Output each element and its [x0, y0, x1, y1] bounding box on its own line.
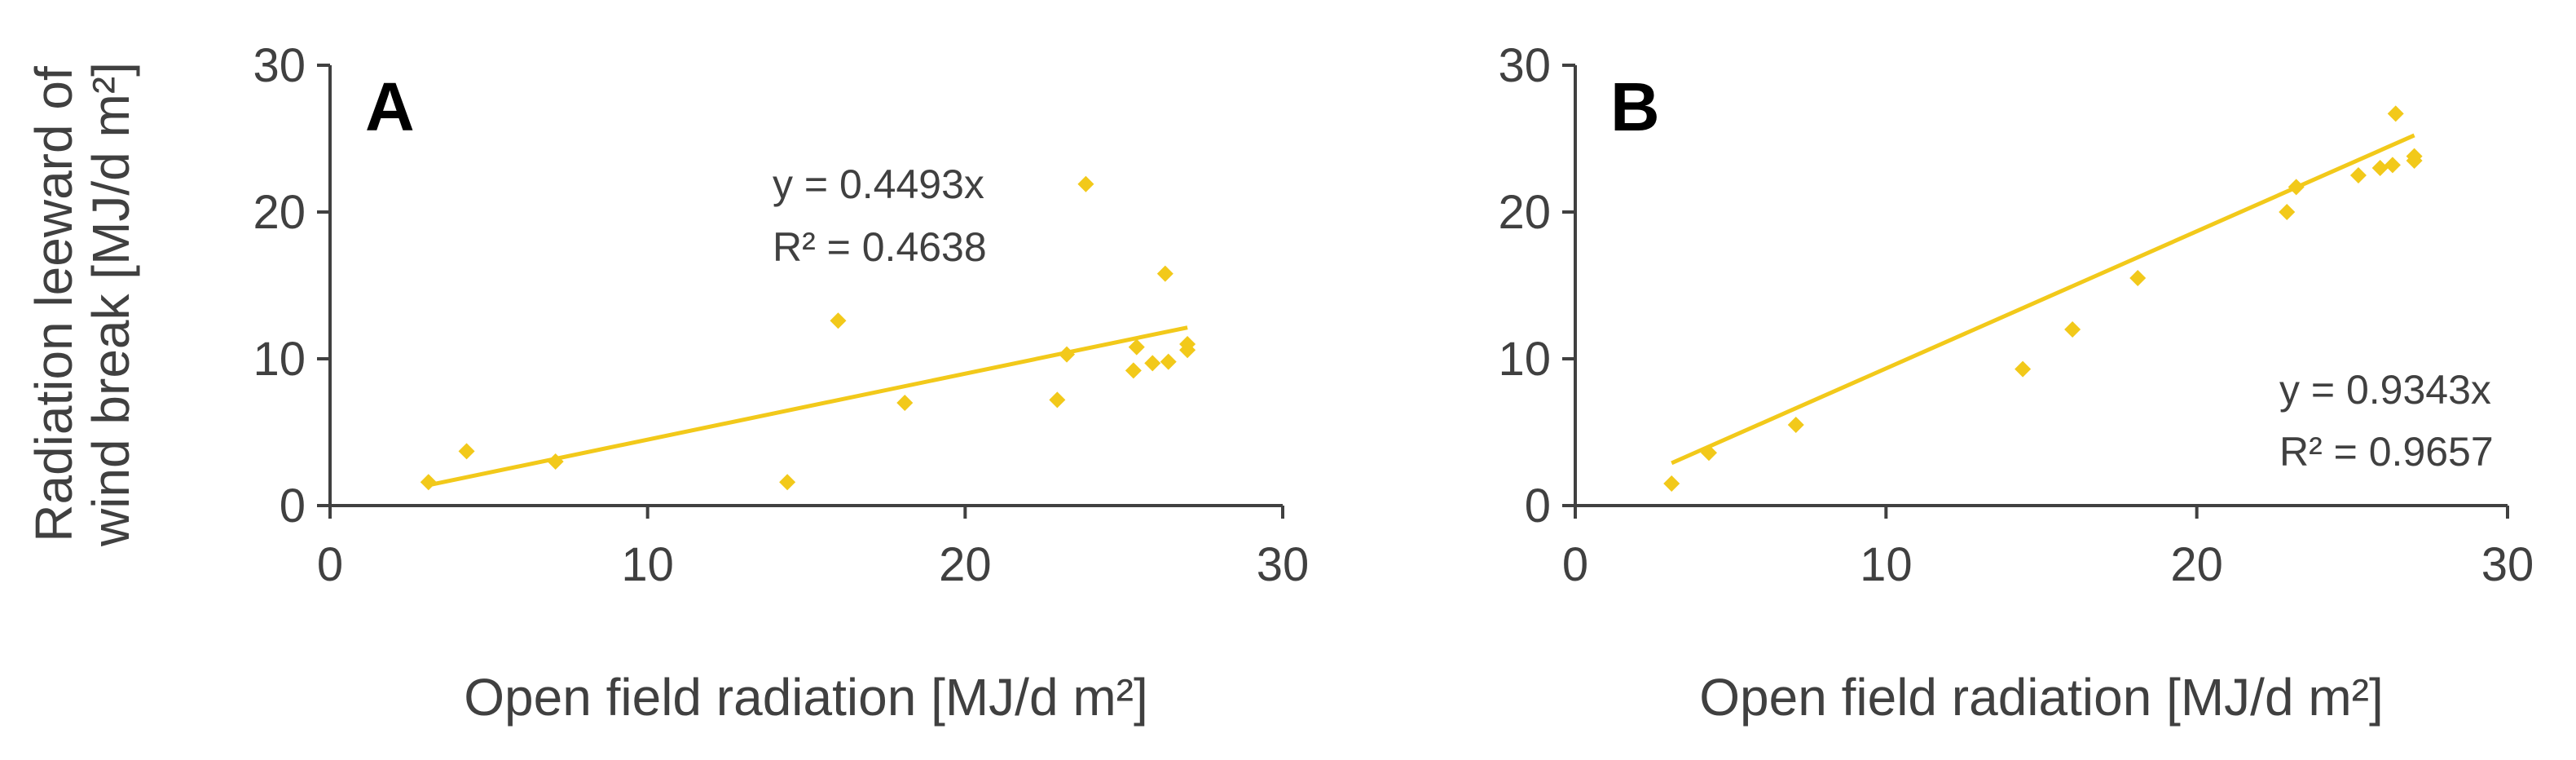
panel-a-x-tick-label: 10: [621, 538, 674, 591]
panel-a-data-point: [1049, 391, 1066, 409]
panel-a-data-point: [896, 395, 914, 411]
panel-a-y-tick-label: 30: [253, 39, 306, 92]
panel-a-data-point: [1160, 353, 1177, 370]
panel-b-data-point: [2015, 360, 2032, 378]
panel-a-data-point: [1179, 336, 1196, 352]
panel-a-x-tick-label: 20: [939, 538, 992, 591]
panel-b-data-point: [2064, 321, 2081, 338]
panel-a-x-tick-label: 30: [1257, 538, 1310, 591]
panel-b-trendline: [1671, 133, 2415, 466]
panel-a-r-squared: R² = 0.4638: [773, 224, 987, 270]
panel-b-data-point: [2406, 148, 2423, 165]
panel-b-data-point: [2371, 160, 2389, 176]
panel-a-y-tick-label: 10: [253, 333, 306, 386]
panel-a-data-point: [1125, 362, 1142, 379]
panel-b-data-point: [1663, 475, 1680, 492]
panel-a-y-tick-label: 20: [253, 186, 306, 239]
panel-b-y-tick-label: 0: [1525, 479, 1551, 532]
panel-b-data-point: [2129, 270, 2147, 286]
ylabel-line-1: Radiation leeward of: [24, 66, 83, 542]
panel-b-data-point: [1787, 417, 1804, 433]
panel-a-x-axis-label: Open field radiation [MJ/d m²]: [464, 668, 1147, 727]
panel-a-data-point: [458, 443, 475, 460]
panel-b-y-tick-label: 10: [1498, 333, 1551, 386]
panel-a-x-tick-label: 0: [317, 538, 343, 591]
panel-b-data-point: [2279, 204, 2296, 220]
panel-a-data-point: [547, 453, 564, 470]
panel-b-x-axis-label: Open field radiation [MJ/d m²]: [1699, 668, 2383, 727]
panel-b-data-point: [2288, 179, 2305, 196]
panel-a-equation: y = 0.4493x: [773, 161, 984, 207]
panel-b: B y = 0.9343x R² = 0.9657 Open field rad…: [1498, 39, 2534, 727]
panel-a-y-tick-label: 0: [280, 479, 306, 532]
panel-b-letter: B: [1610, 68, 1660, 145]
panel-a-letter: A: [365, 68, 415, 145]
panel-b-x-tick-label: 20: [2170, 538, 2223, 591]
panel-a-data-point: [1144, 355, 1161, 372]
panel-b-data-point: [1700, 444, 1717, 462]
shared-ylabel: Radiation leeward of wind break [MJ/d m²…: [24, 62, 140, 547]
panel-b-r-squared: R² = 0.9657: [2279, 429, 2494, 475]
panel-b-data-point: [2349, 167, 2367, 183]
panel-b-y-tick-label: 30: [1498, 39, 1551, 92]
panel-b-equation: y = 0.9343x: [2279, 367, 2491, 413]
panel-a-data-point: [1156, 265, 1174, 282]
panel-a-data-point: [420, 474, 437, 491]
panel-b-y-tick-label: 20: [1498, 186, 1551, 239]
panel-a-data-point: [1059, 346, 1076, 363]
panel-a-data-point: [830, 312, 847, 329]
panel-b-data-point: [2387, 105, 2404, 122]
panel-a-trendline: [428, 325, 1188, 488]
panel-a-data-point: [779, 474, 796, 491]
panel-a-data-point: [1128, 338, 1145, 356]
panel-b-x-tick-label: 10: [1860, 538, 1913, 591]
panel-a-data-point: [1077, 175, 1094, 192]
panel-b-x-tick-label: 30: [2481, 538, 2534, 591]
panel-a: A y = 0.4493x R² = 0.4638 Open field rad…: [253, 39, 1309, 727]
panel-b-data-point: [2384, 157, 2401, 174]
panel-b-x-tick-label: 0: [1562, 538, 1588, 591]
ylabel-line-2: wind break [MJ/d m²]: [81, 62, 140, 547]
